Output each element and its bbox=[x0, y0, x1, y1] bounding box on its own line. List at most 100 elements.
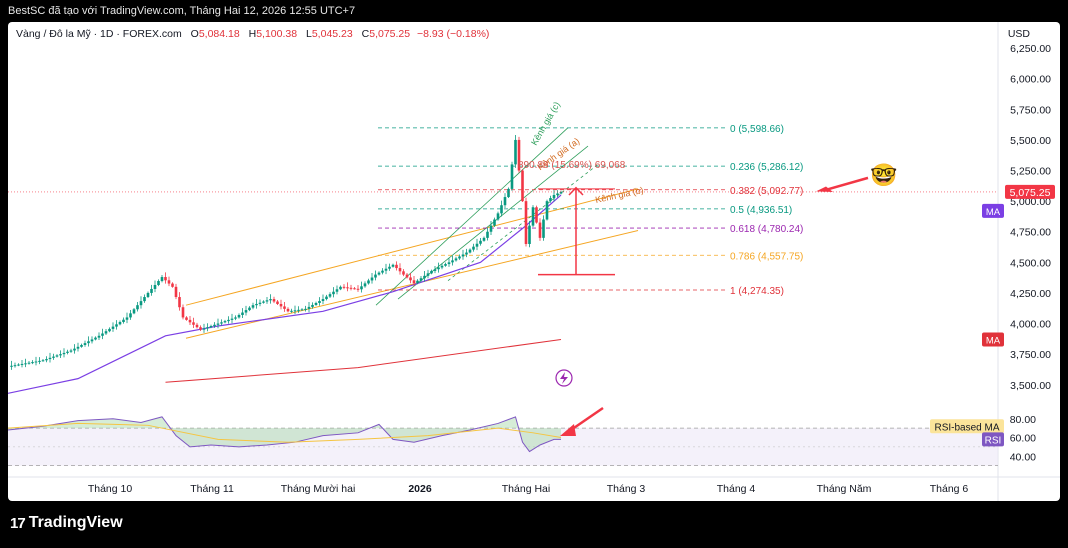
fib-level-label: 1 (4,274.35) bbox=[730, 286, 784, 297]
candle-body bbox=[475, 243, 479, 247]
ma-badge-label: MA bbox=[986, 335, 1001, 346]
candle-body bbox=[479, 240, 482, 244]
brand-name: TradingView bbox=[28, 514, 123, 531]
candle-body bbox=[300, 309, 304, 311]
rsi-tick-label: 60.00 bbox=[1010, 433, 1036, 445]
chart-panel[interactable]: 6,250.00 6,000.00 5,750.00 5,500.00 5,250.00… bbox=[8, 22, 1060, 501]
candle-body bbox=[388, 266, 391, 269]
candle-body bbox=[398, 268, 402, 272]
candle-body bbox=[255, 303, 258, 306]
tv-logo-icon: 17 bbox=[10, 514, 26, 532]
candle-body bbox=[125, 317, 129, 320]
candle-body bbox=[115, 324, 118, 327]
candle-body bbox=[510, 164, 514, 189]
candle-body bbox=[167, 280, 171, 284]
candle-body bbox=[150, 288, 153, 293]
candle-body bbox=[216, 323, 220, 325]
candle-body bbox=[136, 305, 139, 310]
candle-body bbox=[556, 193, 559, 196]
candle-body bbox=[430, 270, 433, 274]
candle-body bbox=[24, 363, 27, 365]
candle-body bbox=[108, 328, 111, 332]
change-value: −8.93 (−0.18%) bbox=[417, 28, 490, 40]
ma-short-line bbox=[8, 194, 562, 394]
candle-body bbox=[241, 312, 244, 315]
candle-body bbox=[153, 284, 157, 289]
low-label: L bbox=[306, 28, 312, 40]
candle-body bbox=[20, 363, 24, 365]
candle-body bbox=[304, 308, 307, 310]
candle-body bbox=[213, 324, 216, 326]
y-tick-label: 5,250.00 bbox=[1010, 166, 1051, 178]
rsi-tick-label: 40.00 bbox=[1010, 451, 1036, 463]
candle-body bbox=[552, 195, 556, 199]
candle-body bbox=[94, 337, 97, 340]
candle-body bbox=[90, 339, 94, 342]
candle-body bbox=[202, 328, 206, 330]
candle-body bbox=[496, 213, 500, 220]
candle-body bbox=[206, 327, 209, 329]
ma-badge bbox=[982, 203, 1004, 218]
candle-body bbox=[500, 205, 503, 214]
candle-body bbox=[412, 280, 416, 284]
candle-body bbox=[258, 302, 262, 304]
y-tick-label: 4,250.00 bbox=[1010, 288, 1051, 300]
low-value: 5,045.23 bbox=[311, 28, 353, 40]
measure-arrow bbox=[568, 186, 584, 196]
candle-body bbox=[325, 296, 328, 300]
candle-body bbox=[339, 286, 342, 290]
price-chart[interactable]: 6,250.00 6,000.00 5,750.00 5,500.00 5,250.00… bbox=[8, 22, 1060, 501]
fib-level-label: 0.236 (5,286.12) bbox=[730, 162, 803, 173]
annotation-arrow-head bbox=[816, 186, 833, 192]
candle-body bbox=[178, 297, 181, 308]
candle-body bbox=[265, 300, 269, 302]
candle-body bbox=[248, 307, 251, 311]
channel-c-line bbox=[375, 127, 569, 306]
ma-long-line bbox=[165, 338, 562, 383]
candle-body bbox=[521, 170, 524, 202]
candle-body bbox=[34, 361, 38, 363]
candle-body bbox=[174, 286, 178, 298]
candle-body bbox=[444, 264, 447, 266]
candle-body bbox=[83, 343, 87, 345]
candle-body bbox=[426, 273, 430, 276]
candle-body bbox=[395, 264, 398, 269]
candle-body bbox=[223, 321, 227, 323]
candle-body bbox=[146, 292, 150, 298]
candle-body bbox=[402, 271, 405, 275]
candle-body bbox=[416, 280, 419, 284]
channel-b-label: Kênh giá (b) bbox=[594, 185, 644, 205]
candle-body bbox=[538, 222, 542, 238]
candle-body bbox=[209, 326, 213, 328]
candle-body bbox=[10, 365, 13, 367]
candle-body bbox=[307, 306, 311, 309]
candle-body bbox=[549, 198, 552, 202]
channel-c-line bbox=[397, 145, 589, 300]
candle-body bbox=[528, 225, 531, 244]
open-value: 5,084.18 bbox=[198, 28, 240, 40]
x-tick-label: Tháng 6 bbox=[930, 483, 969, 495]
y-tick-label: 5,000.00 bbox=[1010, 196, 1051, 208]
candle-body bbox=[73, 348, 76, 351]
candle-body bbox=[192, 322, 195, 325]
candle-body bbox=[286, 308, 290, 312]
candle-body bbox=[353, 288, 356, 290]
candle-body bbox=[472, 246, 475, 250]
candle-body bbox=[41, 360, 45, 362]
candle-body bbox=[391, 264, 395, 267]
open-label: O bbox=[190, 28, 199, 40]
candle-body bbox=[230, 318, 234, 320]
candle-body bbox=[66, 351, 69, 353]
candle-body bbox=[59, 354, 62, 356]
candle-body bbox=[48, 357, 52, 360]
candle-body bbox=[451, 260, 454, 263]
currency-label[interactable]: USD bbox=[1007, 28, 1030, 40]
y-tick-label: 4,000.00 bbox=[1010, 319, 1051, 331]
candle-body bbox=[468, 249, 472, 253]
nerd-emoji: 🤓 bbox=[870, 163, 897, 188]
lightning-icon bbox=[555, 369, 573, 387]
rsi-line bbox=[8, 416, 561, 453]
candle-body bbox=[342, 286, 346, 288]
candle-body bbox=[440, 265, 444, 268]
candle-body bbox=[101, 333, 104, 336]
